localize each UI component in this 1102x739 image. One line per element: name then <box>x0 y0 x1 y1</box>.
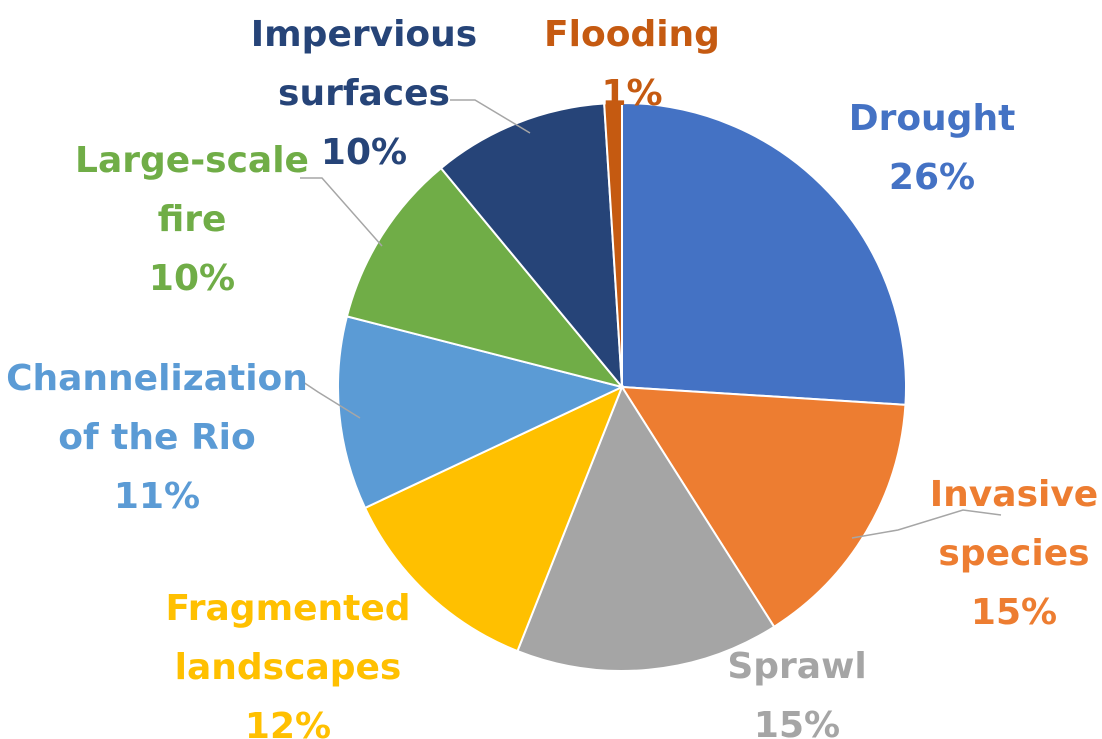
data-label-line: Flooding <box>544 14 720 55</box>
pie-slice-sprawl <box>516 384 776 673</box>
data-label-sprawl: Sprawl 15% <box>727 646 866 739</box>
leader-line-invasive-species <box>851 509 1002 539</box>
pie-slice-large-scale-fire <box>345 166 625 389</box>
data-label-line: 1% <box>601 73 662 114</box>
data-label-large-scale-fire: Large-scale fire 10% <box>75 140 309 299</box>
data-label-line: 11% <box>114 476 200 517</box>
data-label-invasive-species: Invasive species 15% <box>930 474 1098 633</box>
data-label-line: Impervious <box>251 14 477 55</box>
data-label-line: 15% <box>971 592 1057 633</box>
data-label-line: fire <box>158 199 227 240</box>
data-label-line: Invasive <box>930 474 1098 515</box>
slice-labels: Drought 26% Invasive species 15% Sprawl 15% Fra… <box>6 14 1098 739</box>
pie-slices <box>337 101 907 673</box>
data-label-line: Channelization <box>6 358 308 399</box>
data-label-line: 15% <box>754 705 840 739</box>
pie-slice-impervious-surfaces <box>439 102 624 391</box>
data-label-line: 12% <box>245 706 331 739</box>
leader-line-large-scale-fire <box>300 177 383 247</box>
pie-slice-drought <box>621 101 907 406</box>
leader-line-channelization-of-the-rio <box>302 381 361 419</box>
data-label-drought: Drought 26% <box>849 98 1016 198</box>
pie-slice-invasive-species <box>620 385 907 629</box>
data-label-line: 10% <box>321 132 407 173</box>
data-label-channelization-of-the-rio: Channelization of the Rio 11% <box>6 358 308 517</box>
data-label-line: 26% <box>889 157 975 198</box>
leader-lines <box>300 99 1002 539</box>
data-label-line: Fragmented <box>165 588 410 629</box>
leader-line-impervious-surfaces <box>450 99 531 134</box>
pie-slice-channelization-of-the-rio <box>337 315 625 510</box>
data-label-line: 10% <box>149 258 235 299</box>
data-label-line: Large-scale <box>75 140 309 181</box>
data-label-line: surfaces <box>278 73 450 114</box>
data-label-line: of the Rio <box>58 417 256 458</box>
data-label-line: species <box>938 533 1089 574</box>
pie-slice-flooding <box>603 101 623 388</box>
pie-slice-fragmented-landscapes <box>363 385 624 653</box>
data-label-flooding: Flooding 1% <box>544 14 720 114</box>
data-label-line: Sprawl <box>727 646 866 687</box>
data-label-line: Drought <box>849 98 1016 139</box>
data-label-impervious-surfaces: Impervious surfaces 10% <box>251 14 477 173</box>
data-label-line: landscapes <box>175 647 402 688</box>
data-label-fragmented-landscapes: Fragmented landscapes 12% <box>165 588 410 739</box>
